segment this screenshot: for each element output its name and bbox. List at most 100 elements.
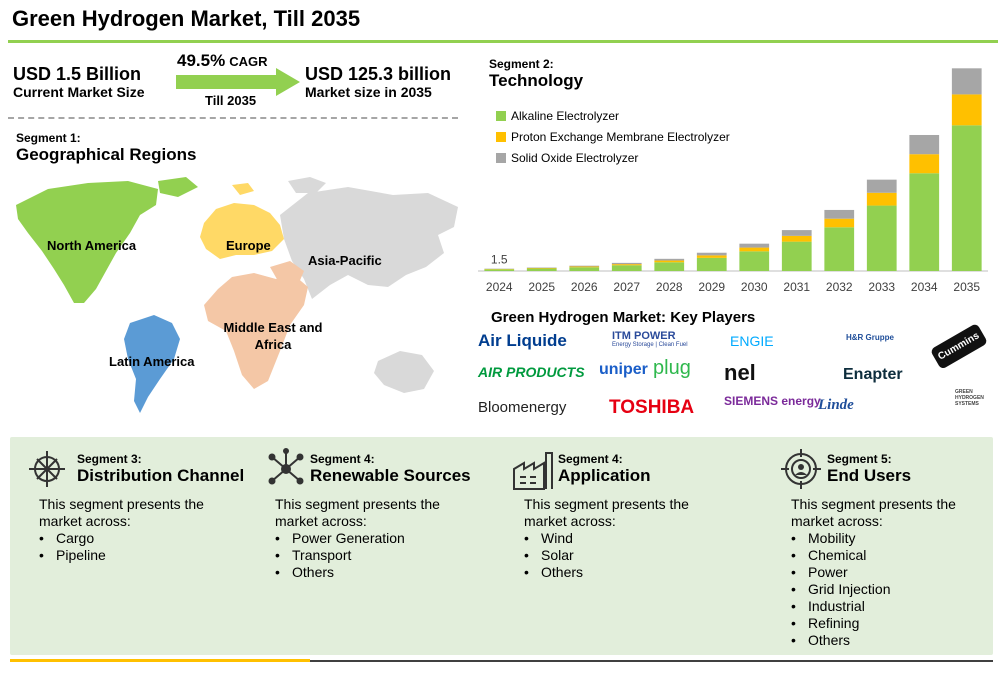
logo-plug: plug — [653, 357, 691, 380]
list-item: Others — [791, 632, 976, 649]
legend-swatch — [496, 131, 506, 142]
segment2-heading: Segment 2: Technology — [489, 57, 583, 91]
logo-green-hydrogen-systems: GREEN HYDROGEN SYSTEMS — [955, 389, 993, 407]
bar-segment — [739, 243, 770, 248]
list-item: Cargo — [39, 530, 224, 547]
future-market-stat: USD 125.3 billion Market size in 2035 — [305, 64, 451, 100]
list-item: Power Generation — [275, 530, 460, 547]
europe-region — [200, 203, 284, 259]
bar-segment — [781, 230, 812, 236]
logo-text: AIR PRODUCTS — [478, 364, 585, 380]
segment4-application-label: Segment 4: — [558, 452, 623, 466]
logo-engie: ENGIE — [730, 333, 774, 349]
legend-item: Alkaline Electrolyzer — [496, 105, 730, 126]
logo-text: ENGIE — [730, 333, 774, 349]
legend-label: Solid Oxide Electrolyzer — [511, 150, 639, 165]
logo-text: Cummins — [936, 330, 982, 363]
x-tick-label: 2033 — [868, 280, 895, 294]
segment3-description: This segment presents the market across:… — [39, 496, 224, 564]
logo-text: GREEN HYDROGEN SYSTEMS — [955, 389, 984, 407]
segment3-heading: Segment 3: Distribution Channel — [77, 452, 244, 486]
future-market-label: Market size in 2035 — [305, 84, 432, 100]
greenland-region — [288, 177, 326, 193]
logo-linde: Linde — [818, 397, 854, 414]
bar-segment — [526, 268, 557, 271]
x-tick-label: 2024 — [486, 280, 513, 294]
segment5-heading: Segment 5: End Users — [827, 452, 911, 486]
list-item: Others — [524, 564, 709, 581]
segment1-title: Geographical Regions — [16, 145, 197, 164]
list-item: Power — [791, 564, 976, 581]
bar-segment — [909, 154, 940, 174]
page-title: Green Hydrogen Market, Till 2035 — [12, 6, 361, 31]
segment4-renewable-label: Segment 4: — [310, 452, 375, 466]
bar-segment — [951, 68, 982, 95]
growth-arrow-icon — [176, 68, 300, 96]
logo-uniper: uniper — [599, 361, 648, 379]
pipeline-icon — [29, 451, 65, 487]
list-item: Refining — [791, 615, 976, 632]
technology-bar-chart: 2024 1.5 2025 2026 2027 2028 2029 2030 2031 2032 2… — [478, 68, 988, 294]
logo-toshiba: TOSHIBA — [609, 397, 694, 419]
segment3-desc-text: This segment presents the market across: — [39, 496, 204, 529]
logo-text: Bloomenergy — [478, 399, 567, 416]
segment3-title: Distribution Channel — [77, 466, 245, 485]
list-item: Pipeline — [39, 547, 224, 564]
x-tick-label: 2028 — [656, 280, 683, 294]
x-tick-label: 2035 — [953, 280, 980, 294]
bar-segment — [739, 251, 770, 271]
logo-text: uniper — [599, 361, 648, 378]
list-item: Grid Injection — [791, 581, 976, 598]
segment1-heading: Segment 1: Geographical Regions — [16, 131, 196, 165]
segment5-description: This segment presents the market across:… — [791, 496, 976, 649]
map-label-middle-east-africa: Middle East and Africa — [223, 320, 323, 352]
asia-pacific-region — [280, 187, 458, 299]
segment4-renewable-list: Power Generation Transport Others — [275, 530, 460, 581]
logo-text: plug — [653, 357, 691, 379]
cagr-label: CAGR — [229, 54, 268, 69]
bar-segment — [696, 252, 727, 256]
segment4-application-description: This segment presents the market across:… — [524, 496, 709, 581]
stats-divider — [8, 117, 458, 119]
list-item: Others — [275, 564, 460, 581]
current-market-label: Current Market Size — [13, 84, 145, 100]
logo-text: H&R Gruppe — [846, 333, 894, 342]
network-icon — [268, 448, 304, 485]
map-label-europe: Europe — [226, 238, 271, 253]
segment4-application-heading: Segment 4: Application — [558, 452, 651, 486]
list-item: Industrial — [791, 598, 976, 615]
x-tick-label: 2030 — [741, 280, 768, 294]
logo-text: TOSHIBA — [609, 397, 695, 418]
segment5-desc-text: This segment presents the market across: — [791, 496, 956, 529]
segment3-list: Cargo Pipeline — [39, 530, 224, 564]
list-item: Chemical — [791, 547, 976, 564]
legend-item: Solid Oxide Electrolyzer — [496, 147, 730, 168]
legend-item: Proton Exchange Membrane Electrolyzer — [496, 126, 730, 147]
segment3-label: Segment 3: — [77, 452, 142, 466]
x-tick-label: 2029 — [698, 280, 725, 294]
segment4-renewable-desc-text: This segment presents the market across: — [275, 496, 440, 529]
bar-segment — [866, 205, 897, 271]
x-tick-label: 2032 — [826, 280, 853, 294]
segment4-application-title: Application — [558, 466, 651, 485]
footer-line — [310, 660, 993, 662]
footer-accent-line — [10, 659, 310, 662]
list-item: Wind — [524, 530, 709, 547]
legend-swatch — [496, 110, 506, 121]
bar-segment — [781, 235, 812, 242]
future-market-value: USD 125.3 billion — [305, 64, 452, 84]
segment4-renewable-title: Renewable Sources — [310, 466, 471, 485]
segment5-title: End Users — [827, 466, 912, 485]
factory-icon — [513, 452, 553, 490]
x-tick-label: 2034 — [911, 280, 938, 294]
logo-air-liquide: Air Liquide — [478, 331, 567, 351]
list-item: Mobility — [791, 530, 976, 547]
bar-segment — [951, 94, 982, 126]
list-item: Solar — [524, 547, 709, 564]
bar-segment — [569, 265, 600, 267]
target-user-icon — [781, 449, 821, 489]
data-label: 1.5 — [491, 253, 508, 267]
legend-label: Alkaline Electrolyzer — [511, 108, 620, 123]
logo-siemens-energy: SIEMENS energy — [724, 395, 821, 407]
bar-segment — [866, 179, 897, 193]
